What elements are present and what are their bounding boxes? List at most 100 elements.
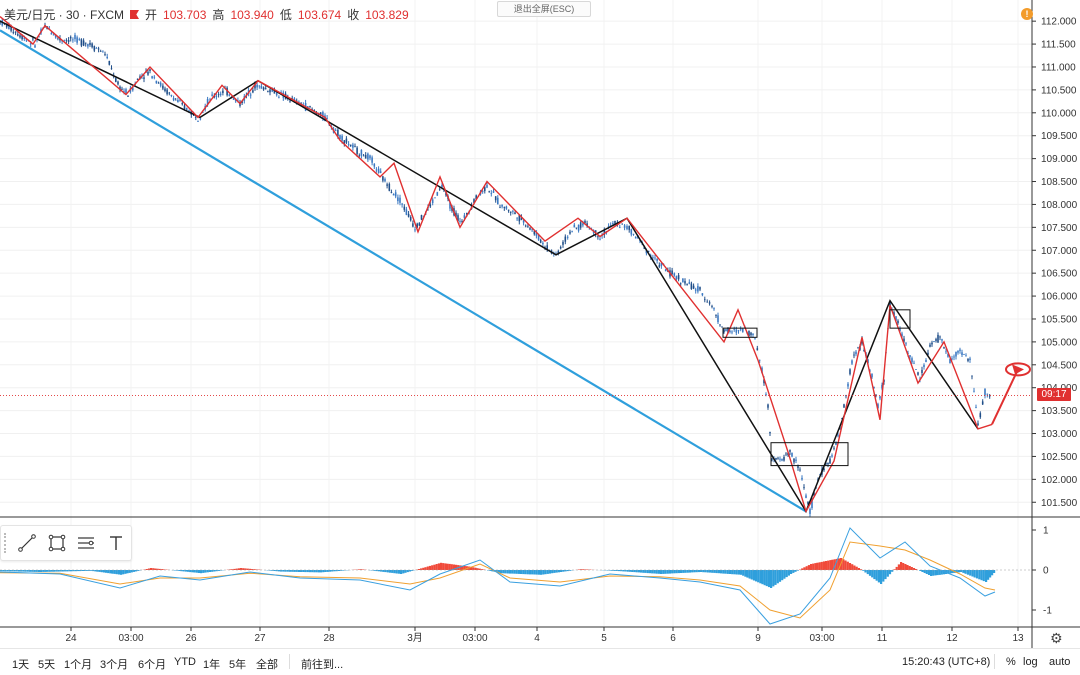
macd-bar <box>649 570 651 573</box>
macd-bar <box>702 570 704 572</box>
candle-body <box>754 338 756 339</box>
price-tick-label: 104.500 <box>1041 360 1078 371</box>
candle-body <box>569 232 571 234</box>
candle-body <box>70 37 72 39</box>
open-value: 103.703 <box>163 8 206 22</box>
macd-bar <box>472 567 474 570</box>
time-tick-label: 26 <box>185 633 197 644</box>
consolidation-box[interactable] <box>771 443 848 466</box>
candle-body <box>671 271 673 275</box>
trend-line[interactable] <box>0 30 806 511</box>
candle-body <box>715 315 717 316</box>
macd-bar <box>667 570 669 574</box>
scale-log-button[interactable]: log <box>1023 656 1038 668</box>
candle-body <box>419 223 421 225</box>
goto-date-button[interactable]: 前往到... <box>301 656 343 672</box>
high-value: 103.940 <box>230 8 273 22</box>
timeframe-1d[interactable]: 1天 <box>12 656 29 672</box>
rectangle-tool[interactable] <box>42 528 72 558</box>
trend-line-tool[interactable] <box>12 528 42 558</box>
timeframe-3m[interactable]: 3个月 <box>100 656 128 672</box>
scale-auto-button[interactable]: auto <box>1049 656 1070 668</box>
drag-handle-icon[interactable] <box>4 533 12 553</box>
macd-bar <box>930 570 932 576</box>
candle-body <box>220 94 222 95</box>
macd-line[interactable] <box>0 528 995 624</box>
candle-body <box>350 145 352 147</box>
macd-bar <box>786 570 788 577</box>
macd-bar <box>103 570 105 573</box>
candle-body <box>252 90 254 92</box>
fib-tool[interactable] <box>71 528 101 558</box>
macd-bar <box>640 570 642 573</box>
price-tick-label: 111.000 <box>1041 62 1076 73</box>
candle-body <box>973 391 975 392</box>
candle-body <box>109 61 111 65</box>
price-tick-label: 107.000 <box>1041 246 1078 257</box>
macd-bar <box>749 570 751 579</box>
macd-bar <box>969 570 971 576</box>
text-tool[interactable] <box>101 528 131 558</box>
timeframe-1y[interactable]: 1年 <box>203 656 220 672</box>
candle-body <box>85 43 87 44</box>
candle-body <box>689 282 691 284</box>
time-tick-label: 24 <box>65 633 77 644</box>
red-zigzag[interactable] <box>0 17 992 512</box>
symbol-title[interactable]: 美元/日元 · 30 · FXCM <box>4 6 124 23</box>
forecast-arrow[interactable] <box>992 369 1018 424</box>
timeframe-6m[interactable]: 6个月 <box>138 656 166 672</box>
exit-fullscreen-button[interactable]: 退出全屏(ESC) <box>497 1 591 17</box>
macd-bar <box>658 570 660 574</box>
macd-bar <box>551 570 553 573</box>
macd-bar <box>810 564 812 570</box>
candle-body <box>216 96 218 97</box>
candle-body <box>929 345 931 347</box>
timeframe-all[interactable]: 全部 <box>256 656 278 672</box>
macd-bar <box>889 570 891 574</box>
timeframe-5y[interactable]: 5年 <box>229 656 246 672</box>
candle-body <box>937 335 939 343</box>
settings-gear-icon[interactable]: ⚙ <box>1050 630 1063 647</box>
candle-body <box>117 82 119 85</box>
high-label: 高 <box>212 6 224 23</box>
chart-canvas[interactable]: 112.000111.500111.000110.500110.000109.5… <box>0 0 1080 648</box>
candle-body <box>121 89 123 90</box>
macd-bar <box>651 570 653 573</box>
candle-body <box>656 259 658 261</box>
scale-percent-button[interactable]: % <box>1006 656 1016 668</box>
candle-body <box>853 355 855 356</box>
candle-body <box>410 217 412 220</box>
macd-bar <box>116 570 118 574</box>
price-tick-label: 103.000 <box>1041 429 1078 440</box>
timeframe-1m[interactable]: 1个月 <box>64 656 92 672</box>
trend-line-icon <box>18 534 36 552</box>
macd-bar <box>673 570 675 573</box>
macd-pane[interactable] <box>0 528 1032 624</box>
macd-bar <box>191 570 193 572</box>
candle-body <box>827 463 829 465</box>
macd-bar <box>904 564 906 570</box>
macd-bar <box>736 570 738 575</box>
macd-bar <box>455 565 457 570</box>
candle-body <box>733 329 735 330</box>
macd-bar <box>768 570 770 587</box>
signal-line[interactable] <box>0 542 995 618</box>
timeframe-ytd[interactable]: YTD <box>174 656 196 668</box>
macd-bar <box>544 570 546 574</box>
macd-bar <box>987 570 989 580</box>
macd-bar <box>713 570 715 573</box>
macd-bar <box>518 570 520 574</box>
alert-icon[interactable]: ! <box>1021 8 1033 20</box>
macd-bar <box>936 570 938 575</box>
candle-body <box>709 302 711 303</box>
candle-body <box>915 369 917 370</box>
candle-body <box>514 213 516 215</box>
macd-bar <box>318 570 320 572</box>
candle-body <box>267 91 269 92</box>
macd-bar <box>440 563 442 570</box>
price-pane[interactable] <box>0 17 1032 517</box>
black-zigzag[interactable] <box>0 21 978 511</box>
macd-bar <box>753 570 755 581</box>
timeframe-5d[interactable]: 5天 <box>38 656 55 672</box>
macd-bar <box>442 563 444 570</box>
